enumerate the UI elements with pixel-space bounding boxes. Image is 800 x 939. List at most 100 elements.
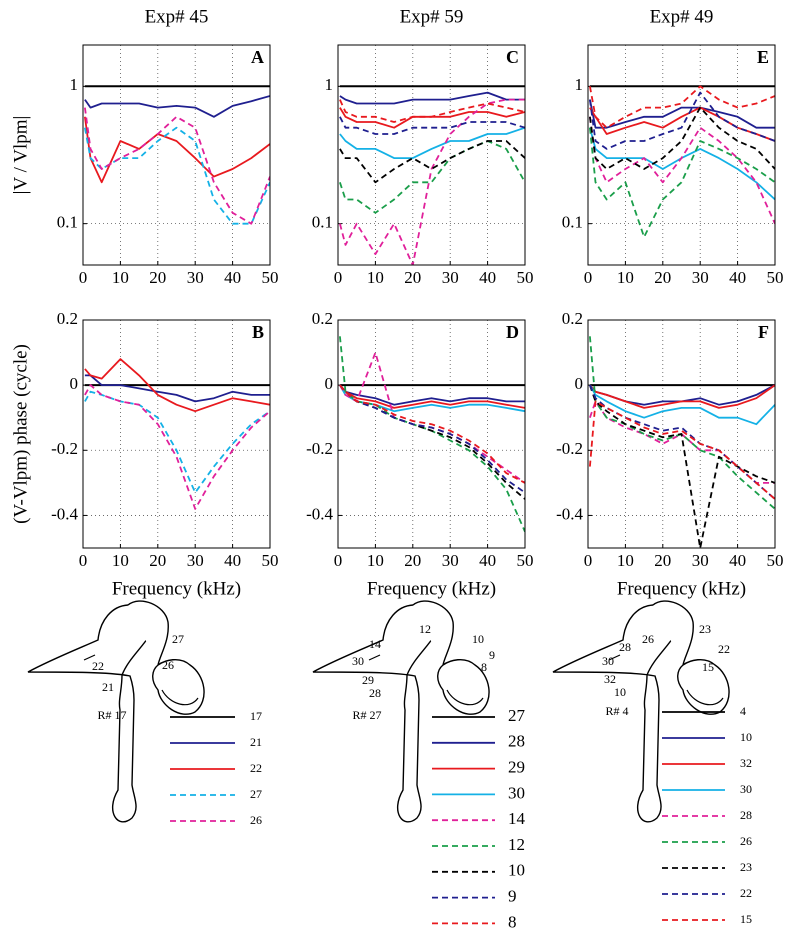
x-tick-label: 50 (262, 268, 279, 287)
x-tick-label: 30 (442, 551, 459, 570)
y-tick-label: 0.1 (57, 213, 78, 232)
y-tick-label: -0.4 (306, 504, 333, 523)
x-tick-label: 30 (692, 268, 709, 287)
legend-label: 15 (740, 912, 752, 926)
y-tick-label: 1 (575, 75, 584, 94)
y-tick-label: -0.2 (556, 439, 583, 458)
data-line (339, 384, 525, 409)
x-tick-label: 40 (224, 551, 241, 570)
y-tick-label: 0 (325, 374, 334, 393)
y-axis-label: |V / Vlpm| (10, 116, 31, 195)
data-line (84, 374, 270, 403)
record-label: R# 4 (605, 704, 628, 718)
plot-frame (337, 319, 526, 549)
y-tick-label: -0.4 (51, 504, 78, 523)
x-tick-label: 0 (334, 268, 343, 287)
data-line (339, 107, 525, 129)
data-line (589, 85, 775, 129)
x-tick-label: 30 (187, 268, 204, 287)
point-label: 32 (604, 672, 616, 686)
x-tick-label: 0 (79, 551, 88, 570)
legend-label: 27 (508, 706, 526, 725)
point-label: 28 (619, 640, 631, 654)
legend-label: 30 (740, 782, 752, 796)
point-label: 26 (162, 658, 174, 672)
x-tick-label: 40 (479, 268, 496, 287)
point-label: 21 (102, 680, 114, 694)
x-tick-label: 30 (692, 551, 709, 570)
x-axis-label: Frequency (kHz) (112, 578, 241, 599)
data-line (589, 116, 775, 225)
legend-label: 27 (250, 787, 262, 801)
x-tick-label: 50 (767, 268, 784, 287)
plot-frame (337, 44, 526, 266)
x-tick-label: 20 (404, 551, 421, 570)
point-label: 12 (419, 622, 431, 636)
x-tick-label: 50 (517, 268, 534, 287)
legend-label: 29 (508, 758, 525, 777)
data-line (589, 384, 775, 548)
x-tick-label: 30 (442, 268, 459, 287)
legend-label: 22 (250, 761, 262, 775)
plot-frame (82, 44, 271, 266)
y-tick-label: 1 (325, 75, 334, 94)
y-tick-label: 0.1 (312, 213, 333, 232)
data-line (339, 140, 525, 214)
point-label: 8 (481, 660, 487, 674)
legend-label: 28 (508, 732, 525, 751)
point-label: 22 (718, 642, 730, 656)
data-line (589, 106, 775, 170)
data-line (589, 400, 775, 500)
legend-label: 10 (508, 861, 525, 880)
data-line (339, 140, 525, 184)
y-tick-label: 0.1 (562, 213, 583, 232)
data-line (339, 384, 525, 406)
y-tick-label: 0 (70, 374, 79, 393)
data-line (339, 351, 525, 484)
data-line (589, 91, 775, 150)
plot-lines (84, 358, 270, 510)
plot-lines (339, 85, 525, 265)
point-label: 30 (352, 654, 364, 668)
data-line (84, 390, 270, 494)
y-tick-label: 0 (575, 374, 584, 393)
x-tick-label: 0 (79, 268, 88, 287)
data-line (339, 99, 525, 123)
x-tick-label: 50 (262, 551, 279, 570)
data-line (84, 384, 270, 510)
legend-label: 26 (250, 813, 262, 827)
point-label: 27 (172, 632, 184, 646)
data-line (339, 116, 525, 135)
x-tick-label: 40 (729, 268, 746, 287)
y-tick-label: -0.2 (51, 439, 78, 458)
data-line (589, 106, 775, 142)
legend-label: 28 (740, 808, 752, 822)
x-tick-label: 0 (584, 551, 593, 570)
panel-label: D (506, 322, 519, 342)
legend-label: 30 (508, 783, 525, 802)
legend-label: 10 (740, 730, 752, 744)
plot-lines (589, 336, 775, 548)
x-tick-label: 30 (187, 551, 204, 570)
x-tick-label: 20 (149, 268, 166, 287)
data-line (84, 95, 270, 118)
x-tick-label: 50 (767, 551, 784, 570)
y-tick-label: -0.2 (306, 439, 333, 458)
panel-label: C (506, 47, 519, 67)
x-tick-label: 10 (617, 268, 634, 287)
point-label: 14 (369, 637, 381, 651)
x-axis-label: Frequency (kHz) (617, 578, 746, 599)
data-line (589, 384, 775, 426)
plot-lines (84, 85, 270, 225)
data-line (589, 384, 775, 409)
legend-label: 17 (250, 709, 262, 723)
data-line (339, 91, 525, 105)
chart-title: Exp# 49 (650, 6, 714, 27)
x-tick-label: 10 (367, 268, 384, 287)
point-label: 26 (642, 632, 654, 646)
x-tick-label: 10 (367, 551, 384, 570)
legend-label: 26 (740, 834, 752, 848)
x-axis-label: Frequency (kHz) (367, 578, 496, 599)
x-tick-label: 10 (617, 551, 634, 570)
point-label: 15 (702, 660, 714, 674)
